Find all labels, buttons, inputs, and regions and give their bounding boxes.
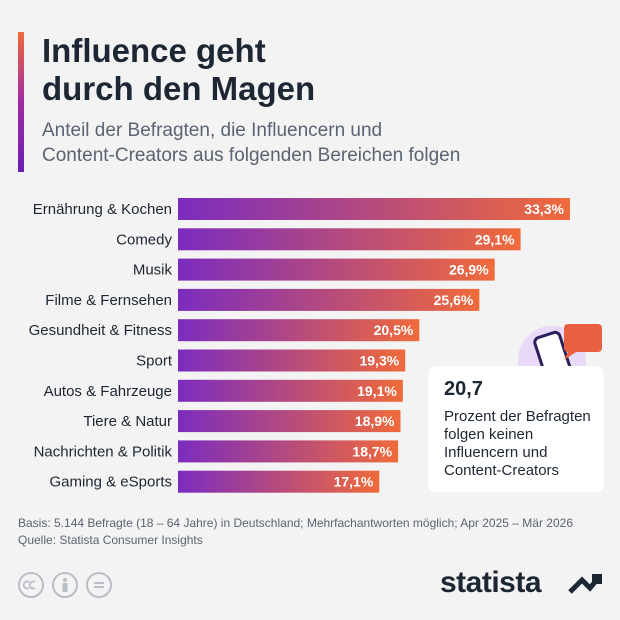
statista-logo-icon [568, 572, 602, 600]
value-label: 18,7% [352, 443, 392, 459]
title-line-1: Influence geht [42, 32, 266, 69]
value-label: 19,1% [357, 383, 397, 399]
value-label: 25,6% [434, 292, 474, 308]
category-label: Filme & Fernsehen [45, 292, 172, 309]
category-label: Comedy [116, 231, 172, 248]
callout-value: 20,7 [444, 378, 483, 400]
value-label: 19,3% [359, 353, 399, 369]
source-note: Quelle: Statista Consumer Insights [18, 533, 203, 547]
callout-line-1: Prozent der Befragten [444, 408, 591, 425]
value-label: 29,1% [475, 231, 515, 247]
callout-text: Prozent der Befragten folgen keinen Infl… [444, 408, 604, 480]
bar [178, 379, 403, 402]
subtitle: Anteil der Befragten, die Influencern un… [42, 118, 602, 168]
value-label: 18,9% [355, 413, 395, 429]
title-line-2: durch den Magen [42, 70, 316, 107]
value-label: 33,3% [524, 201, 564, 217]
bar-chart: Ernährung & Kochen 33,3% Comedy 29,1% Musik 2… [29, 198, 570, 493]
category-label: Musik [133, 262, 173, 279]
cc-icon[interactable] [18, 572, 44, 598]
category-label: Gesundheit & Fitness [29, 322, 172, 339]
bar [178, 319, 420, 342]
subtitle-line-1: Anteil der Befragten, die Influencern un… [42, 120, 383, 141]
basis-note: Basis: 5.144 Befragte (18 – 64 Jahre) in… [18, 516, 573, 530]
value-label: 20,5% [374, 322, 414, 338]
subtitle-line-2: Content-Creators aus folgenden Bereichen… [42, 145, 461, 166]
value-label: 17,1% [334, 474, 374, 490]
bar [178, 198, 570, 220]
callout-line-2: folgen keinen [444, 426, 534, 443]
by-icon[interactable] [52, 572, 78, 598]
nd-icon[interactable] [86, 572, 112, 598]
category-label: Nachrichten & Politik [34, 443, 173, 460]
page-title: Influence geht durch den Magen [42, 32, 582, 108]
bar [178, 410, 401, 433]
callout-line-3: Influencern und [444, 444, 548, 461]
category-label: Gaming & eSports [49, 474, 172, 491]
title-accent-bar [18, 32, 24, 172]
callout-line-4: Content-Creators [444, 462, 560, 479]
category-label: Autos & Fahrzeuge [44, 383, 172, 400]
license-icons [18, 572, 138, 602]
bar [178, 228, 521, 251]
bar [178, 288, 480, 311]
bar [178, 349, 406, 372]
bar [178, 258, 495, 281]
bar [178, 470, 380, 493]
category-label: Ernährung & Kochen [33, 201, 172, 218]
callout-box: 20,7 Prozent der Befragten folgen keinen… [428, 366, 604, 492]
footnote: Basis: 5.144 Befragte (18 – 64 Jahre) in… [18, 515, 608, 549]
value-label: 26,9% [449, 262, 489, 278]
statista-logo-text[interactable]: statista [440, 566, 542, 599]
bar [178, 440, 399, 463]
category-label: Tiere & Natur [83, 413, 172, 430]
category-label: Sport [136, 353, 173, 370]
